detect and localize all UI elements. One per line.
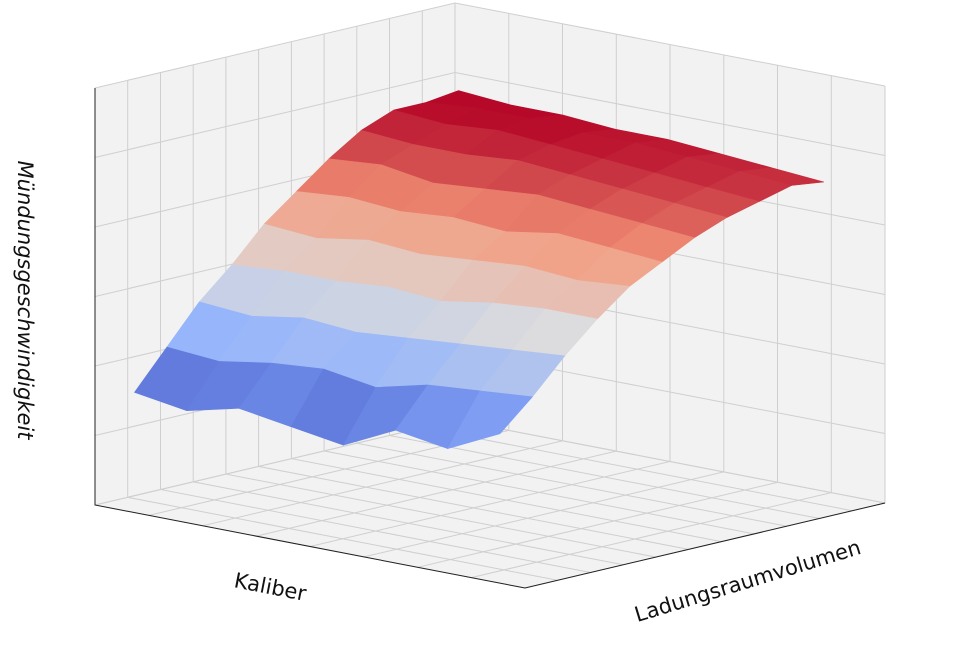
- z-axis-label: Mündungsgeschwindigkeit: [13, 161, 37, 441]
- grid-line: [290, 41, 722, 543]
- surface: [134, 90, 825, 450]
- axis-line: [94, 88, 886, 589]
- grid-line: [192, 64, 624, 566]
- grid-line: [258, 49, 689, 550]
- grid-line: [225, 57, 656, 558]
- grid-line: [160, 72, 591, 573]
- grid-line: [127, 80, 558, 581]
- x-axis-label: Kaliber: [232, 568, 308, 606]
- surface-patch: [447, 390, 534, 450]
